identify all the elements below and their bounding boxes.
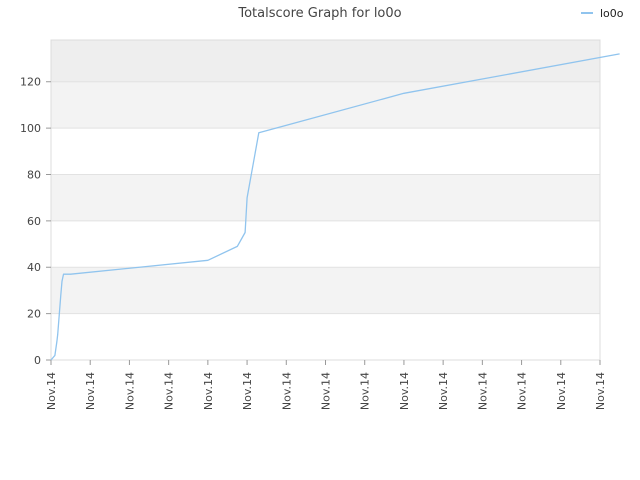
x-tick-label: Nov.14 xyxy=(241,372,254,410)
grid-band xyxy=(51,174,600,221)
x-tick-label: Nov.14 xyxy=(280,372,293,410)
x-tick-label: Nov.14 xyxy=(359,372,372,410)
grid-band xyxy=(51,267,600,314)
x-tick-label: Nov.14 xyxy=(594,372,607,410)
x-tick-label: Nov.14 xyxy=(320,372,333,410)
grid-band xyxy=(51,220,600,268)
x-tick-label: Nov.14 xyxy=(45,372,58,410)
x-tick-label: Nov.14 xyxy=(516,372,529,410)
y-tick-label: 120 xyxy=(20,76,41,89)
legend-label-lo0o: lo0o xyxy=(600,7,624,20)
legend: lo0o xyxy=(581,7,624,20)
chart-title: Totalscore Graph for lo0o xyxy=(237,6,401,21)
x-tick-label: Nov.14 xyxy=(555,372,568,410)
y-tick-label: 60 xyxy=(27,215,41,228)
y-tick-label: 20 xyxy=(27,308,41,321)
y-tick-label: 40 xyxy=(27,261,41,274)
y-tick-label: 100 xyxy=(20,122,41,135)
series-line-lo0o xyxy=(50,53,620,361)
x-tick-label: Nov.14 xyxy=(476,372,489,410)
x-axis-ticks: Nov.14 Nov.14 Nov.14 Nov.14 Nov.14 Nov.14 Nov.… xyxy=(45,360,607,410)
y-tick-label: 80 xyxy=(27,168,41,181)
x-tick-label: Nov.14 xyxy=(123,372,136,410)
grid-band xyxy=(51,81,600,129)
series-lines xyxy=(50,53,620,361)
x-tick-label: Nov.14 xyxy=(202,372,215,410)
grid-band xyxy=(51,128,600,175)
x-tick-label: Nov.14 xyxy=(398,372,411,410)
x-tick-label: Nov.14 xyxy=(437,372,450,410)
grid-band xyxy=(51,40,600,82)
x-tick-label: Nov.14 xyxy=(163,372,176,410)
y-axis-ticks: 0 20 40 60 80 100 120 xyxy=(20,76,51,367)
y-tick-label: 0 xyxy=(34,354,41,367)
grid-bands xyxy=(51,40,600,360)
x-tick-label: Nov.14 xyxy=(84,372,97,410)
grid-band xyxy=(51,313,600,360)
